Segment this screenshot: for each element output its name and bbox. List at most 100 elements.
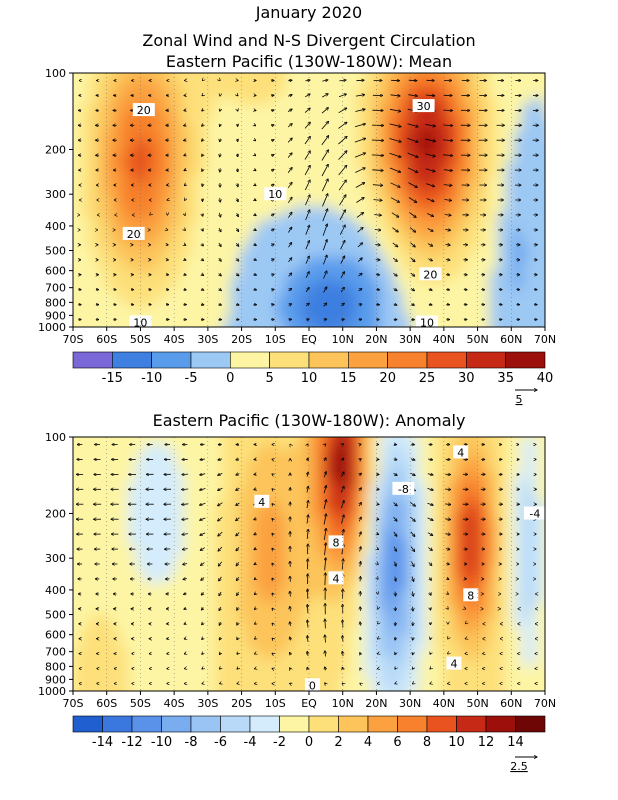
field-cell	[214, 627, 224, 635]
field-cell	[293, 506, 302, 514]
field-cell	[293, 589, 302, 597]
field-cell	[403, 104, 413, 112]
field-cell	[96, 538, 106, 546]
field-cell	[230, 79, 239, 87]
field-cell	[80, 206, 90, 214]
field-cell	[482, 231, 491, 239]
field-cell	[73, 307, 82, 315]
field-cell	[230, 602, 239, 610]
vector-arrow	[288, 242, 292, 248]
field-cell	[73, 238, 74, 246]
field-cell	[135, 180, 145, 188]
field-cell	[553, 302, 562, 309]
field-cell	[356, 288, 365, 296]
vector-arrow	[356, 80, 364, 81]
field-cell	[489, 155, 499, 163]
field-cell	[112, 117, 121, 125]
field-cell	[521, 225, 531, 233]
field-cell	[521, 200, 531, 208]
field-cell	[505, 168, 515, 176]
field-cell	[537, 111, 545, 119]
field-cell	[301, 136, 310, 144]
field-cell	[73, 443, 82, 451]
field-cell	[206, 219, 216, 227]
field-cell	[120, 665, 129, 673]
field-cell	[128, 506, 137, 514]
field-cell	[505, 269, 515, 277]
field-cell	[191, 424, 200, 431]
field-cell	[214, 238, 224, 246]
field-cell	[183, 117, 192, 125]
field-cell	[222, 117, 232, 125]
field-cell	[371, 200, 381, 208]
field-cell	[277, 276, 287, 284]
field-cell	[466, 98, 475, 106]
field-cell	[214, 295, 224, 303]
field-cell	[151, 481, 161, 489]
field-cell	[73, 551, 74, 559]
vector-arrow	[371, 155, 384, 156]
field-cell	[191, 481, 200, 489]
field-cell	[112, 678, 121, 686]
field-cell	[246, 276, 255, 284]
field-cell	[238, 468, 247, 476]
field-cell	[88, 443, 98, 451]
field-cell	[120, 263, 129, 271]
field-cell	[379, 200, 389, 208]
field-cell	[143, 123, 153, 131]
field-cell	[214, 449, 224, 457]
field-cell	[450, 212, 460, 220]
field-cell	[57, 86, 66, 93]
field-cell	[553, 143, 562, 150]
field-cell	[238, 79, 247, 87]
field-cell	[293, 92, 302, 100]
vector-arrow	[389, 152, 401, 157]
field-cell	[230, 665, 239, 673]
field-cell	[73, 219, 82, 227]
field-cell	[419, 288, 428, 296]
vector-arrow	[184, 185, 185, 186]
field-cell	[222, 519, 232, 527]
field-cell	[214, 206, 224, 214]
field-cell	[309, 538, 318, 546]
field-cell	[316, 532, 326, 540]
field-cell	[167, 238, 177, 246]
field-cell	[285, 307, 295, 315]
field-cell	[143, 193, 153, 201]
field-cell	[175, 589, 184, 597]
field-cell	[112, 532, 121, 540]
field-cell	[293, 608, 302, 616]
field-cell	[136, 424, 145, 431]
field-cell	[301, 231, 310, 239]
field-cell	[206, 85, 216, 93]
field-cell	[128, 269, 137, 277]
field-cell	[73, 570, 74, 578]
field-cell	[434, 307, 444, 315]
field-cell	[489, 212, 499, 220]
field-cell	[301, 475, 310, 483]
field-cell	[253, 595, 263, 603]
field-cell	[309, 187, 318, 195]
field-cell	[88, 288, 98, 296]
field-cell	[301, 640, 310, 648]
colorbar-swatch	[151, 351, 192, 369]
field-cell	[151, 684, 161, 691]
field-cell	[214, 437, 224, 445]
field-cell	[230, 269, 239, 277]
field-cell	[489, 111, 499, 119]
field-cell	[269, 257, 279, 265]
field-cell	[553, 175, 562, 182]
field-cell	[238, 456, 247, 464]
vector-arrow	[254, 170, 256, 171]
field-cell	[427, 200, 436, 208]
field-cell	[253, 320, 263, 327]
field-cell	[545, 79, 554, 86]
field-cell	[553, 162, 562, 169]
field-cell	[261, 98, 271, 106]
field-cell	[364, 117, 373, 125]
field-cell	[246, 149, 255, 157]
field-cell	[206, 640, 216, 648]
field-cell	[324, 288, 334, 296]
field-cell	[159, 193, 169, 201]
field-cell	[387, 276, 397, 284]
